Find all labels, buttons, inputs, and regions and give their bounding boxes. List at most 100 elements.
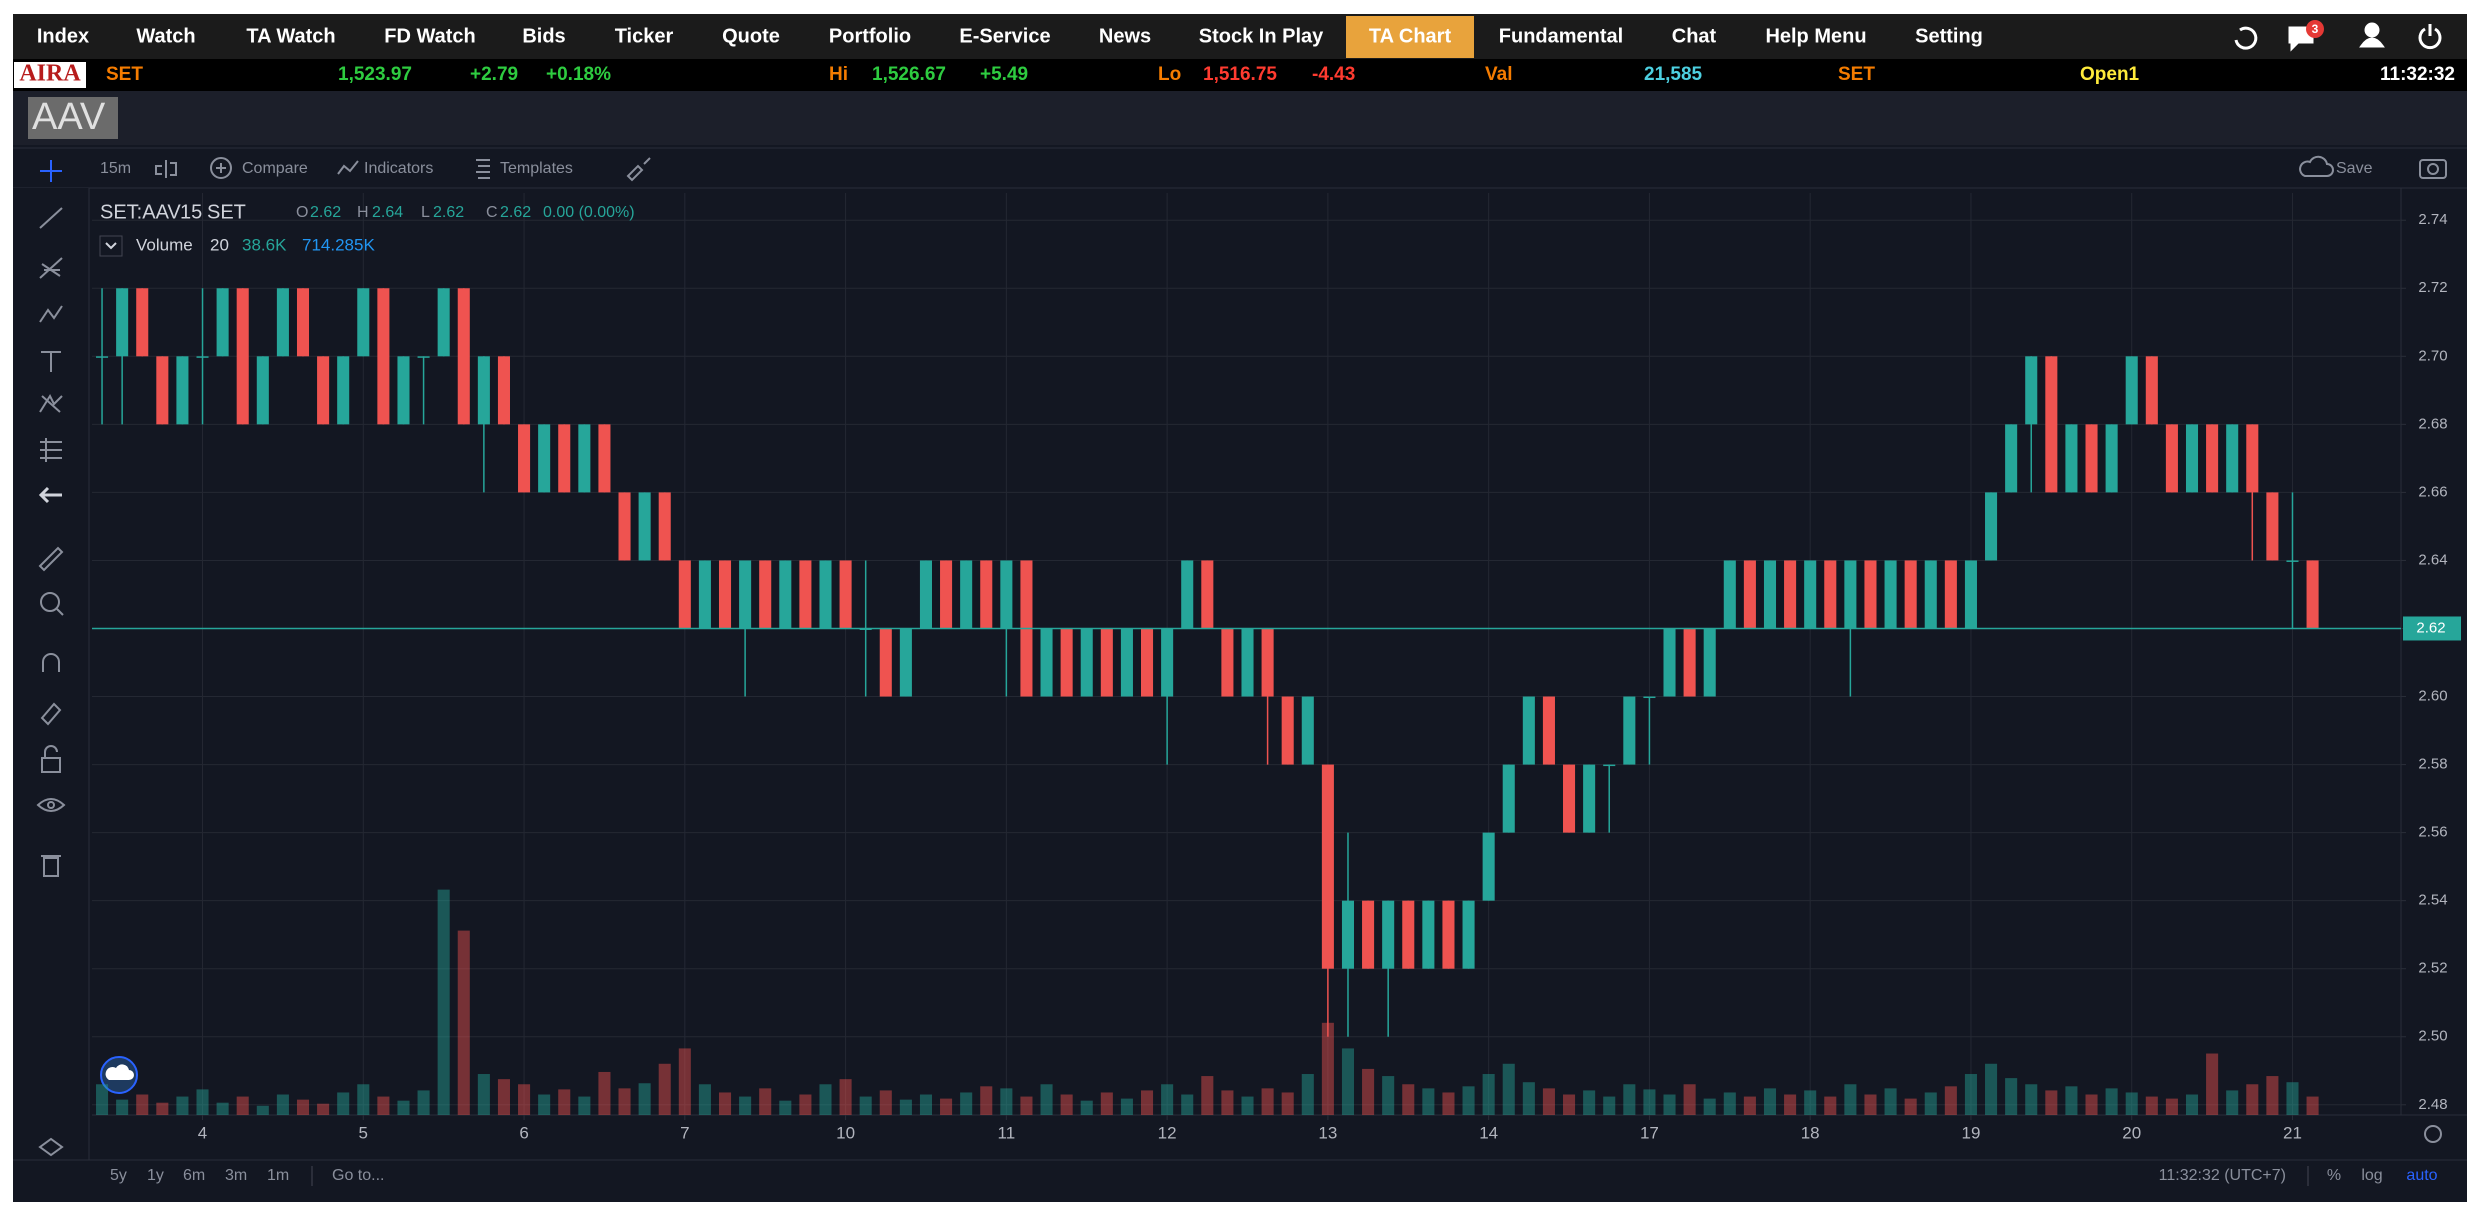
percent-toggle[interactable]: %: [2327, 1167, 2341, 1184]
log-toggle[interactable]: log: [2361, 1167, 2382, 1184]
volume-bar: [1422, 1088, 1435, 1115]
legend-collapse[interactable]: [99, 235, 123, 257]
templates-button[interactable]: Templates: [500, 160, 573, 177]
volume-bar: [879, 1090, 892, 1115]
legend-exchange: SET: [207, 201, 246, 223]
menu-item[interactable]: Watch: [136, 25, 195, 47]
menu-item[interactable]: E-Service: [959, 25, 1050, 47]
range-button[interactable]: 5y: [110, 1167, 127, 1184]
zoom-tool[interactable]: [40, 592, 60, 612]
menu-item[interactable]: Quote: [722, 25, 780, 47]
fib-tool[interactable]: [39, 257, 63, 279]
back-tool[interactable]: [38, 486, 62, 504]
range-button[interactable]: 1y: [147, 1167, 164, 1184]
candle-body: [1743, 560, 1756, 629]
magnet-tool[interactable]: [42, 653, 60, 672]
candle-body: [2125, 356, 2138, 425]
candle-body: [477, 356, 490, 425]
compare-plus: [216, 163, 226, 173]
volume-bar: [2286, 1082, 2299, 1115]
visibility-tool[interactable]: [36, 798, 66, 812]
candle-body: [1502, 764, 1515, 833]
goto-button[interactable]: Go to...: [332, 1167, 384, 1184]
refresh-icon[interactable]: [2234, 26, 2258, 50]
pattern-tool[interactable]: [39, 393, 63, 413]
menu-item[interactable]: Stock In Play: [1199, 25, 1324, 47]
auto-toggle[interactable]: auto: [2406, 1167, 2437, 1184]
settings-icon[interactable]: [2424, 1125, 2442, 1143]
measure-tool[interactable]: [38, 546, 64, 572]
volume-bar: [1924, 1092, 1937, 1115]
chart-type-icon[interactable]: [155, 160, 177, 178]
draw-icon[interactable]: [626, 157, 651, 182]
ticker-lo-label: Lo: [1158, 64, 1181, 85]
menu-item[interactable]: Chat: [1672, 25, 1717, 47]
lock-draw-tool[interactable]: [40, 702, 62, 726]
save-button[interactable]: Save: [2336, 160, 2373, 177]
candle-body: [839, 560, 852, 629]
menu-item[interactable]: Portfolio: [829, 25, 911, 47]
volume-bar: [1603, 1096, 1616, 1115]
menu-item[interactable]: Ticker: [615, 25, 674, 47]
candle-body: [1985, 492, 1998, 561]
volume-bar: [538, 1094, 551, 1115]
volume-bar: [919, 1094, 933, 1115]
indicators-icon[interactable]: [337, 160, 359, 175]
x-tick-label: 17: [1640, 1123, 1659, 1142]
candle-body: [919, 560, 933, 629]
menu-item[interactable]: Fundamental: [1499, 25, 1623, 47]
menu-item[interactable]: Bids: [522, 25, 565, 47]
user-icon[interactable]: [2364, 22, 2380, 38]
toolbar-icons: [155, 155, 2447, 182]
candle-body: [1341, 900, 1355, 969]
candle-body: [759, 560, 772, 629]
compare-button[interactable]: Compare: [242, 160, 308, 177]
range-button[interactable]: 3m: [225, 1167, 247, 1184]
drawing-toolbar: [13, 188, 89, 1160]
candle-body: [1362, 900, 1375, 969]
menu-item[interactable]: TA Chart: [1369, 25, 1452, 47]
save-icon[interactable]: [2299, 155, 2334, 177]
volume-bar: [1362, 1068, 1375, 1115]
candle-body: [1201, 560, 1214, 629]
camera-icon[interactable]: [2419, 159, 2447, 179]
candle-body: [799, 560, 812, 629]
indicators-button[interactable]: Indicators: [364, 160, 433, 177]
menu-item[interactable]: News: [1099, 25, 1151, 47]
candle-body: [1944, 560, 1957, 629]
lock-tool[interactable]: [41, 757, 61, 773]
menu-item[interactable]: TA Watch: [246, 25, 335, 47]
menu-item[interactable]: Index: [37, 25, 89, 47]
delete-tool[interactable]: [43, 857, 59, 877]
text-tool[interactable]: [41, 351, 61, 372]
templates-icon[interactable]: [476, 159, 490, 179]
volume-bar: [598, 1071, 611, 1115]
volume-bar: [2165, 1098, 2178, 1115]
menu-item[interactable]: FD Watch: [384, 25, 475, 47]
power-icon[interactable]: [2418, 24, 2442, 50]
layers-tool[interactable]: [38, 1137, 64, 1157]
volume-bar: [678, 1048, 691, 1115]
volume-bar: [1000, 1088, 1013, 1115]
trend-line-tool[interactable]: [39, 207, 63, 229]
volume-legend-value: 38.6K: [242, 235, 287, 254]
prediction-tool[interactable]: [40, 438, 62, 462]
x-tick-label: 18: [1801, 1123, 1820, 1142]
candle-body: [1623, 696, 1636, 765]
crosshair-tool[interactable]: [40, 160, 62, 182]
volume-bar: [980, 1086, 993, 1115]
volume-bar: [296, 1099, 310, 1115]
volume-bar: [2105, 1088, 2118, 1115]
volume-bar: [317, 1103, 330, 1115]
candle-body: [156, 356, 169, 425]
interval-button[interactable]: 15m: [100, 160, 131, 177]
volume-bar: [2306, 1096, 2319, 1115]
menu-item[interactable]: Setting: [1915, 25, 1983, 47]
compare-icon[interactable]: [210, 157, 232, 179]
brush-tool[interactable]: [39, 305, 63, 323]
volume-bar: [2185, 1094, 2199, 1115]
menu-item[interactable]: Help Menu: [1765, 25, 1866, 47]
range-button[interactable]: 6m: [183, 1167, 205, 1184]
logo-box: [14, 62, 86, 88]
range-button[interactable]: 1m: [267, 1167, 289, 1184]
